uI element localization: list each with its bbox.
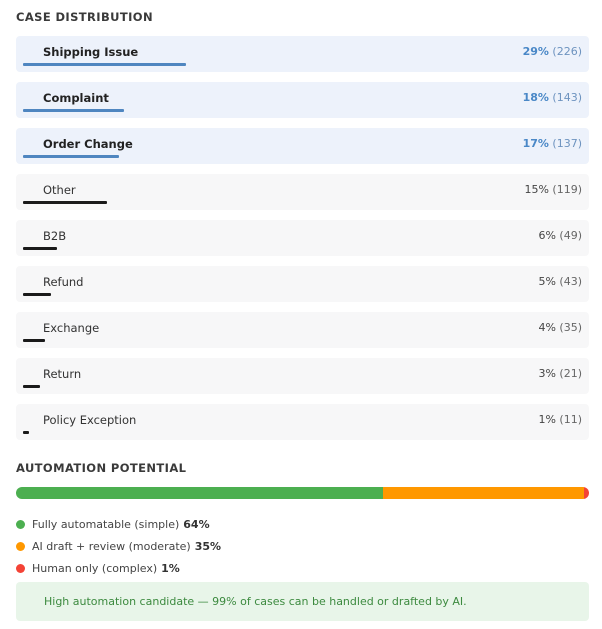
case-percent: 6% xyxy=(538,229,556,242)
automation-segment xyxy=(584,487,589,499)
case-share-bar xyxy=(23,293,51,296)
legend-item: Fully automatable (simple) 64% xyxy=(16,513,221,535)
case-value: 29% (226) xyxy=(523,45,582,58)
legend-percent: 64% xyxy=(183,517,210,531)
case-row[interactable]: Exchange 4% (35) xyxy=(16,312,589,348)
case-label: Refund xyxy=(43,275,84,289)
case-percent: 3% xyxy=(538,367,556,380)
automation-stacked-bar xyxy=(16,487,589,499)
automation-note-text: High automation candidate — 99% of cases… xyxy=(44,595,467,608)
legend-dot-icon xyxy=(16,541,25,551)
case-row[interactable]: Other 15% (119) xyxy=(16,174,589,210)
case-label: Order Change xyxy=(43,137,133,151)
case-count: (137) xyxy=(552,137,582,150)
case-percent: 5% xyxy=(538,275,556,288)
case-label: Shipping Issue xyxy=(43,45,139,59)
case-count: (119) xyxy=(552,183,582,196)
case-share-bar xyxy=(23,201,107,204)
case-count: (21) xyxy=(559,367,582,380)
automation-segment xyxy=(16,487,383,499)
case-count: (11) xyxy=(559,413,582,426)
case-percent: 1% xyxy=(538,413,556,426)
case-share-bar xyxy=(23,247,57,250)
case-count: (35) xyxy=(559,321,582,334)
automation-note: High automation candidate — 99% of cases… xyxy=(16,582,589,621)
case-count: (226) xyxy=(552,45,582,58)
legend-percent: 35% xyxy=(194,539,222,553)
case-value: 6% (49) xyxy=(538,229,582,242)
legend-percent: 1% xyxy=(161,561,180,575)
case-distribution-list: Shipping Issue 29% (226) Complaint 18% (143… xyxy=(16,36,589,450)
legend-dot-icon xyxy=(16,519,25,529)
case-share-bar xyxy=(23,63,186,66)
case-share-bar xyxy=(23,155,119,158)
case-count: (143) xyxy=(552,91,582,104)
case-row[interactable]: Shipping Issue 29% (226) xyxy=(16,36,589,72)
case-share-bar xyxy=(23,109,124,112)
legend-label: Fully automatable (simple) xyxy=(32,517,180,531)
case-row[interactable]: Refund 5% (43) xyxy=(16,266,589,302)
case-value: 3% (21) xyxy=(538,367,582,380)
case-row[interactable]: Order Change 17% (137) xyxy=(16,128,589,164)
case-percent: 29% xyxy=(522,45,549,58)
legend-item: Human only (complex) 1% xyxy=(16,557,221,579)
legend-label: AI draft + review (moderate) xyxy=(32,539,191,553)
case-percent: 4% xyxy=(538,321,556,334)
legend-label: Human only (complex) xyxy=(32,561,158,575)
case-label: Return xyxy=(43,367,82,381)
case-row[interactable]: Policy Exception 1% (11) xyxy=(16,404,589,440)
case-label: Exchange xyxy=(43,321,100,335)
automation-legend: Fully automatable (simple) 64% AI draft + … xyxy=(16,513,221,579)
case-value: 4% (35) xyxy=(538,321,582,334)
case-row[interactable]: B2B 6% (49) xyxy=(16,220,589,256)
case-distribution-title: CASE DISTRIBUTION xyxy=(16,10,153,24)
case-label: Policy Exception xyxy=(43,413,137,427)
case-count: (49) xyxy=(559,229,582,242)
case-value: 18% (143) xyxy=(523,91,582,104)
case-share-bar xyxy=(23,385,40,388)
case-label: Complaint xyxy=(43,91,109,105)
case-label: Other xyxy=(43,183,76,197)
case-row[interactable]: Return 3% (21) xyxy=(16,358,589,394)
legend-dot-icon xyxy=(16,563,25,573)
case-value: 1% (11) xyxy=(538,413,582,426)
case-percent: 15% xyxy=(524,183,549,196)
case-count: (43) xyxy=(559,275,582,288)
case-value: 15% (119) xyxy=(524,183,582,196)
case-row[interactable]: Complaint 18% (143) xyxy=(16,82,589,118)
case-percent: 18% xyxy=(522,91,549,104)
legend-item: AI draft + review (moderate) 35% xyxy=(16,535,221,557)
case-share-bar xyxy=(23,431,29,434)
case-label: B2B xyxy=(43,229,67,243)
case-percent: 17% xyxy=(522,137,549,150)
case-value: 5% (43) xyxy=(538,275,582,288)
case-share-bar xyxy=(23,339,45,342)
automation-potential-title: AUTOMATION POTENTIAL xyxy=(16,461,187,475)
automation-segment xyxy=(383,487,584,499)
case-value: 17% (137) xyxy=(523,137,582,150)
